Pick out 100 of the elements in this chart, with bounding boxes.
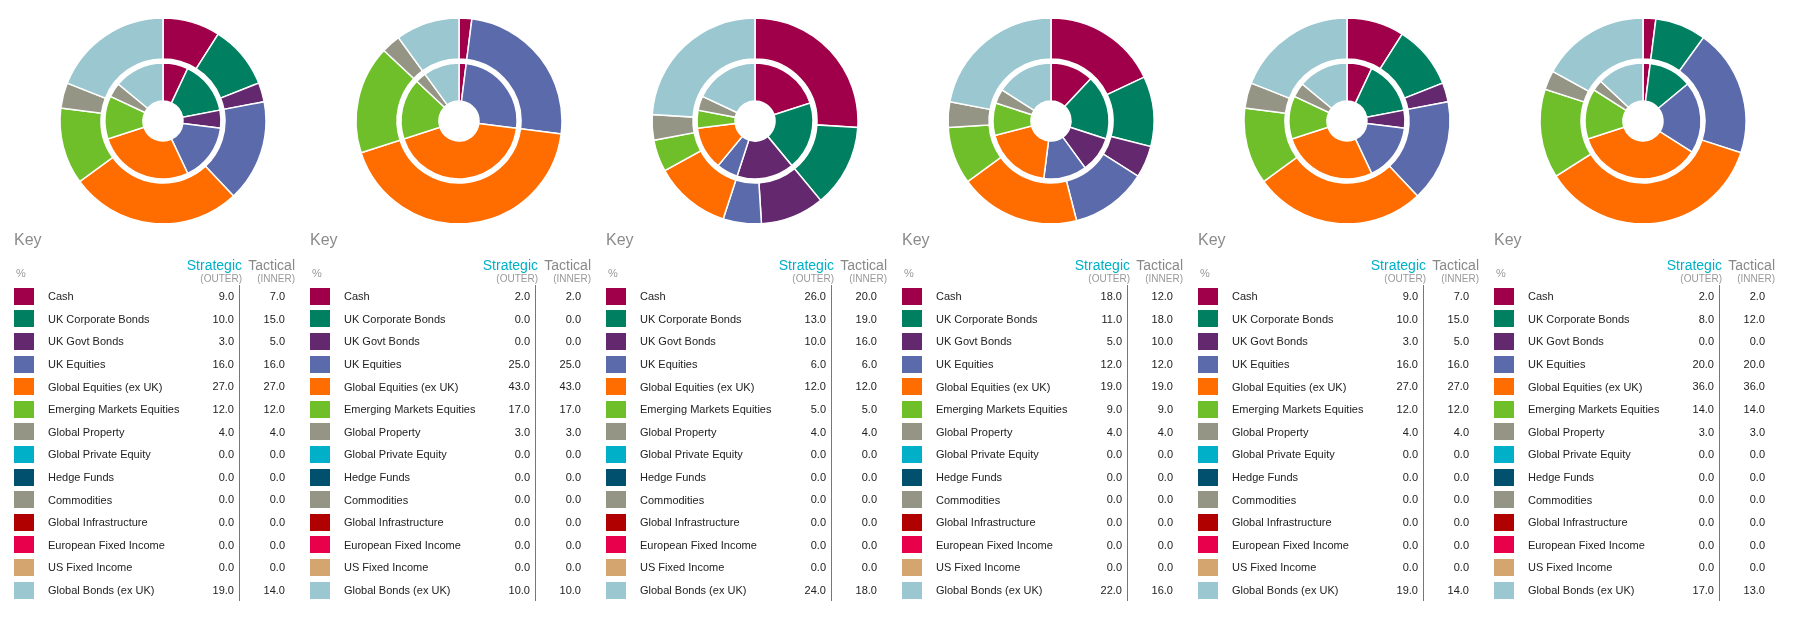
data-label: 7.0 xyxy=(268,289,286,304)
data-label: 6.0 xyxy=(860,356,878,372)
legend-label: UK Govt Bonds xyxy=(936,335,1013,348)
data-label: 12.0 xyxy=(1150,356,1174,372)
text: 0.0 xyxy=(1698,448,1714,461)
text: 0.0 xyxy=(861,561,877,574)
legend-label: Global Infrastructure xyxy=(936,516,1037,529)
text: 0.0 xyxy=(565,312,581,325)
text: 0.0 xyxy=(1453,515,1469,528)
data-label: 9.0 xyxy=(1156,401,1174,417)
text: (OUTER) xyxy=(1087,273,1130,285)
text: (OUTER) xyxy=(199,273,242,285)
data-label: 12.0 xyxy=(1368,397,1424,421)
data-label: 16.0 xyxy=(1446,356,1470,372)
legend-label: UK Govt Bonds xyxy=(1528,335,1605,348)
data-label: 22.0 xyxy=(1072,578,1128,602)
slice-label: Tactical xyxy=(543,257,591,273)
data-label: 3.0 xyxy=(564,424,582,440)
data-label: 12.0 xyxy=(1446,401,1470,417)
data-label: 16.0 xyxy=(1368,352,1424,376)
text: 0.0 xyxy=(514,493,530,506)
legend-label: Global Bonds (ex UK) xyxy=(344,584,452,597)
legend-label: Global Bonds (ex UK) xyxy=(936,584,1044,597)
legend-label: Cash xyxy=(1232,290,1259,303)
legend-label: UK Corporate Bonds xyxy=(1528,312,1631,325)
text: 0.0 xyxy=(1106,448,1122,461)
legend-label: UK Equities xyxy=(1528,358,1587,371)
text: 0.0 xyxy=(861,470,877,483)
legend-label: Global Equities (ex UK) xyxy=(936,380,1052,393)
data-label: 9.0 xyxy=(184,285,240,308)
data-label: 3.0 xyxy=(1748,424,1766,440)
legend-label: Global Bonds (ex UK) xyxy=(48,584,156,597)
text: (INNER) xyxy=(552,272,591,285)
slice-label: Tactical xyxy=(247,257,295,273)
legend-label: UK Corporate Bonds xyxy=(48,312,151,325)
legend-label: UK Equities xyxy=(48,358,107,371)
text: (INNER) xyxy=(1144,272,1183,285)
text: 0.0 xyxy=(565,448,581,461)
text: 0.0 xyxy=(861,448,877,461)
data-label: 16.0 xyxy=(262,356,286,372)
legend-label: Hedge Funds xyxy=(1528,471,1596,484)
legend-label: Global Private Equity xyxy=(936,448,1040,461)
data-label: 5.0 xyxy=(776,397,832,421)
data-label: 16.0 xyxy=(854,334,878,350)
legend-label: Cash xyxy=(640,290,667,303)
data-label: 10.0 xyxy=(480,578,536,602)
text: 0.0 xyxy=(514,470,530,483)
text: 0.0 xyxy=(514,561,530,574)
text: 0.0 xyxy=(565,538,581,551)
data-label: 9.0 xyxy=(1368,285,1424,308)
data-label: 3.0 xyxy=(184,330,240,353)
data-label: 3.0 xyxy=(1664,420,1720,444)
data-label: 16.0 xyxy=(184,352,240,376)
legend-label: Hedge Funds xyxy=(344,471,412,484)
text: 0.0 xyxy=(810,493,826,506)
slice-label: Strategic xyxy=(1370,257,1426,273)
text: 0.0 xyxy=(218,561,234,574)
data-label: 27.0 xyxy=(1446,379,1470,395)
text: 0.0 xyxy=(1157,538,1173,551)
legend-title: Key xyxy=(902,231,931,249)
text: 0.0 xyxy=(269,470,285,483)
text: 0.0 xyxy=(1749,515,1765,528)
legend-label: Global Property xyxy=(344,425,422,438)
data-label: 14.0 xyxy=(262,582,286,598)
data-label: 27.0 xyxy=(262,379,286,395)
legend-label: UK Corporate Bonds xyxy=(1232,312,1335,325)
legend-label: Cash xyxy=(344,290,371,303)
text: 0.0 xyxy=(1157,515,1173,528)
data-label: 43.0 xyxy=(558,379,582,395)
text: 0.0 xyxy=(1402,493,1418,506)
data-label: 19.0 xyxy=(1150,379,1174,395)
legend-label: Global Property xyxy=(1232,425,1310,438)
legend-label: UK Govt Bonds xyxy=(48,335,125,348)
data-label: 5.0 xyxy=(268,334,286,350)
legend-label: US Fixed Income xyxy=(936,561,1022,574)
text: % xyxy=(311,267,323,281)
text: 0.0 xyxy=(1698,515,1714,528)
data-label: 18.0 xyxy=(1072,285,1128,308)
text: 0.0 xyxy=(1157,561,1173,574)
data-label: 12.0 xyxy=(854,379,878,395)
legend-title: Key xyxy=(1494,231,1523,249)
text: (INNER) xyxy=(848,272,887,285)
data-label: 2.0 xyxy=(1664,285,1720,308)
data-label: 12.0 xyxy=(184,397,240,421)
legend-label: Global Bonds (ex UK) xyxy=(1232,584,1340,597)
text: % xyxy=(607,267,619,281)
data-label: 17.0 xyxy=(480,397,536,421)
legend-label: UK Govt Bonds xyxy=(344,335,421,348)
text: 0.0 xyxy=(514,515,530,528)
data-label: 5.0 xyxy=(1072,330,1128,353)
data-label: 19.0 xyxy=(184,578,240,602)
legend-label: Global Infrastructure xyxy=(344,516,445,529)
text: 0.0 xyxy=(1749,470,1765,483)
text: 0.0 xyxy=(1402,515,1418,528)
slice-label: Tactical xyxy=(1727,257,1775,273)
legend-label: Global Bonds (ex UK) xyxy=(640,584,748,597)
text: 0.0 xyxy=(1157,493,1173,506)
text: 0.0 xyxy=(1106,515,1122,528)
data-label: 3.0 xyxy=(480,420,536,444)
data-label: 4.0 xyxy=(860,424,878,440)
